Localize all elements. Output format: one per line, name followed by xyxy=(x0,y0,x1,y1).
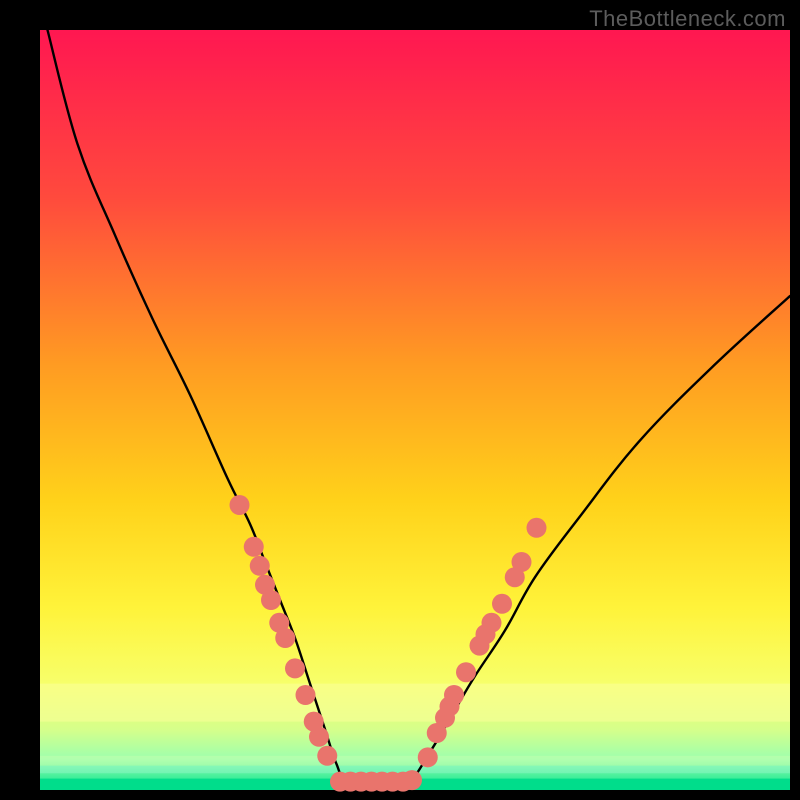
bottom-band xyxy=(40,684,790,722)
curve-point xyxy=(296,685,316,705)
curve-point xyxy=(456,662,476,682)
bottom-band xyxy=(40,756,790,766)
curve-point xyxy=(418,747,438,767)
curve-point xyxy=(317,746,337,766)
curve-point xyxy=(261,590,281,610)
chart-svg xyxy=(0,0,800,800)
curve-point xyxy=(275,628,295,648)
curve-point xyxy=(482,613,502,633)
curve-point xyxy=(402,770,422,790)
curve-point xyxy=(512,552,532,572)
chart-stage: TheBottleneck.com xyxy=(0,0,800,800)
watermark-label: TheBottleneck.com xyxy=(589,6,786,32)
curve-point xyxy=(244,537,264,557)
plot-gradient xyxy=(40,30,790,790)
curve-point xyxy=(285,658,305,678)
curve-point xyxy=(492,594,512,614)
curve-point xyxy=(230,495,250,515)
curve-point xyxy=(444,685,464,705)
curve-point xyxy=(527,518,547,538)
curve-point xyxy=(309,727,329,747)
curve-point xyxy=(250,556,270,576)
